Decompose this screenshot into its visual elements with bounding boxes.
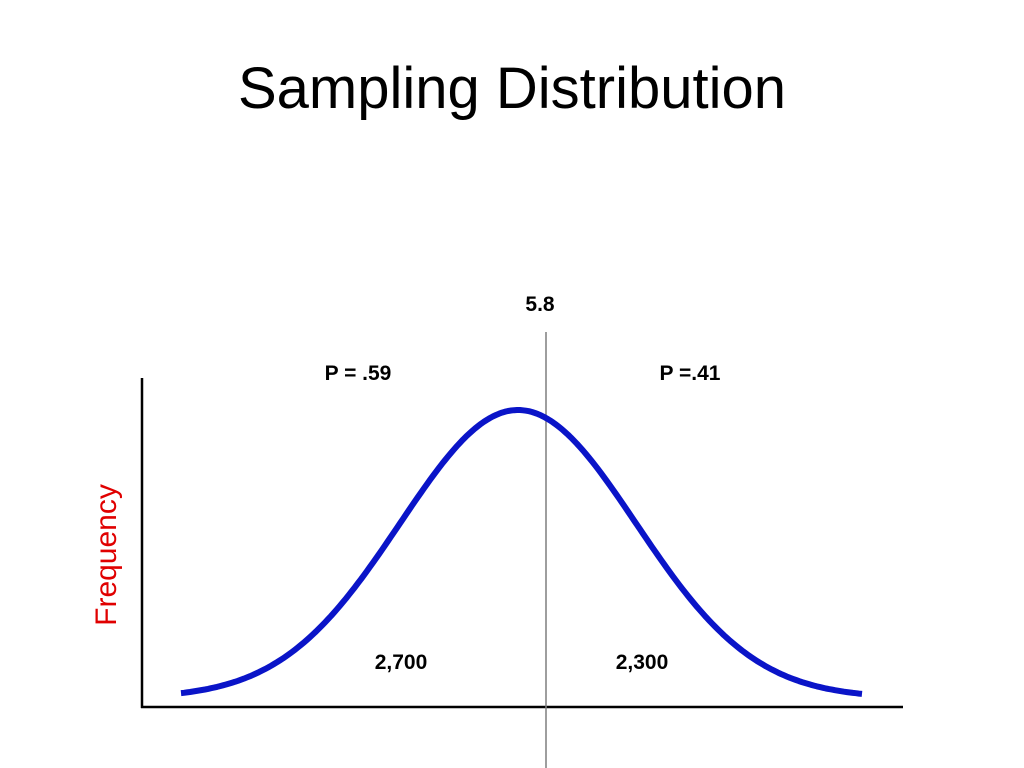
- y-axis-label: Frequency: [90, 484, 123, 626]
- left-probability-label: P = .59: [325, 362, 392, 385]
- slide-title: Sampling Distribution: [237, 56, 787, 121]
- divider-value-label: 5.8: [525, 293, 555, 316]
- left-count-label: 2,700: [375, 651, 428, 674]
- distribution-curve: [180, 407, 863, 697]
- right-count-label: 2,300: [616, 651, 669, 674]
- right-probability-label: P =.41: [660, 362, 721, 385]
